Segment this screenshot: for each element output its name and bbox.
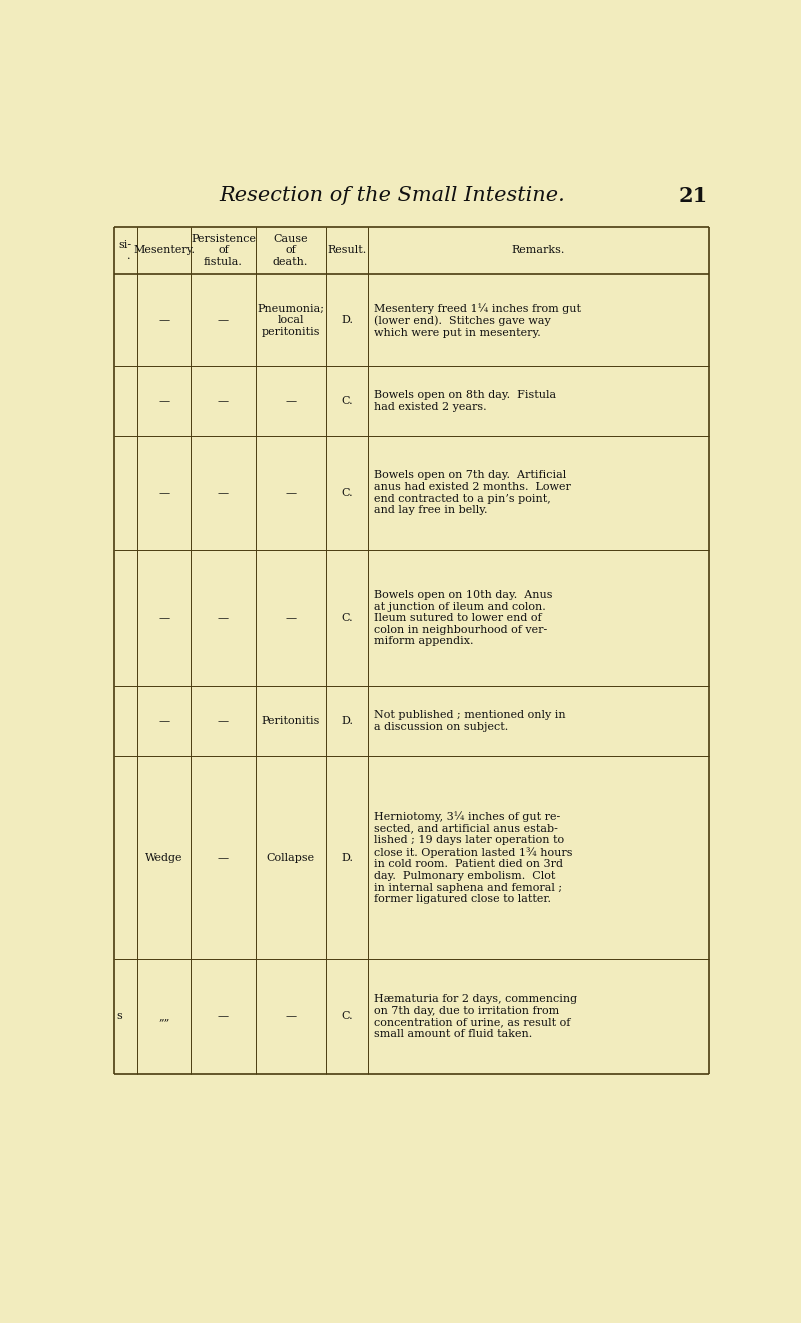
Text: Result.: Result. — [328, 245, 367, 255]
Text: Mesentery freed 1¼ inches from gut
(lower end).  Stitches gave way
which were pu: Mesentery freed 1¼ inches from gut (lowe… — [374, 303, 581, 337]
Text: —: — — [218, 853, 229, 863]
Text: Bowels open on 8th day.  Fistula
had existed 2 years.: Bowels open on 8th day. Fistula had exis… — [374, 390, 556, 411]
Text: —: — — [159, 716, 170, 726]
Text: Pneumonia;
local
peritonitis: Pneumonia; local peritonitis — [257, 303, 324, 337]
Text: —: — — [285, 1011, 296, 1021]
Text: „„: „„ — [159, 1011, 170, 1021]
Text: Peritonitis: Peritonitis — [261, 716, 320, 726]
Text: —: — — [218, 1011, 229, 1021]
Text: —: — — [218, 716, 229, 726]
Text: D.: D. — [341, 315, 353, 325]
Text: —: — — [218, 614, 229, 623]
Text: 21: 21 — [678, 185, 707, 205]
Text: D.: D. — [341, 716, 353, 726]
Text: Persistence
of
fistula.: Persistence of fistula. — [191, 234, 256, 267]
Text: Herniotomy, 3¼ inches of gut re-
sected, and artificial anus estab-
lished ; 19 : Herniotomy, 3¼ inches of gut re- sected,… — [374, 811, 573, 904]
Text: Bowels open on 7th day.  Artificial
anus had existed 2 months.  Lower
end contra: Bowels open on 7th day. Artificial anus … — [374, 471, 571, 515]
Text: si-
  .: si- . — [119, 239, 132, 261]
Text: —: — — [285, 488, 296, 497]
Text: C.: C. — [341, 396, 353, 406]
Text: —: — — [285, 614, 296, 623]
Text: C.: C. — [341, 488, 353, 497]
Text: Bowels open on 10th day.  Anus
at junction of ileum and colon.
Ileum sutured to : Bowels open on 10th day. Anus at junctio… — [374, 590, 553, 647]
Text: Remarks.: Remarks. — [512, 245, 566, 255]
Text: Wedge: Wedge — [145, 853, 183, 863]
Text: Mesentery.: Mesentery. — [133, 245, 195, 255]
Text: —: — — [285, 396, 296, 406]
Text: Resection of the Small Intestine.: Resection of the Small Intestine. — [219, 187, 565, 205]
Text: —: — — [218, 488, 229, 497]
Text: Not published ; mentioned only in
a discussion on subject.: Not published ; mentioned only in a disc… — [374, 710, 566, 732]
Text: —: — — [159, 315, 170, 325]
Text: —: — — [218, 315, 229, 325]
Text: —: — — [218, 396, 229, 406]
Text: C.: C. — [341, 614, 353, 623]
Text: Hæmaturia for 2 days, commencing
on 7th day, due to irritation from
concentratio: Hæmaturia for 2 days, commencing on 7th … — [374, 994, 577, 1039]
Text: —: — — [159, 488, 170, 497]
Text: Collapse: Collapse — [267, 853, 315, 863]
Text: D.: D. — [341, 853, 353, 863]
Text: —: — — [159, 396, 170, 406]
Text: Cause
of
death.: Cause of death. — [273, 234, 308, 267]
Text: C.: C. — [341, 1011, 353, 1021]
Text: —: — — [159, 614, 170, 623]
Text: s: s — [116, 1011, 122, 1021]
